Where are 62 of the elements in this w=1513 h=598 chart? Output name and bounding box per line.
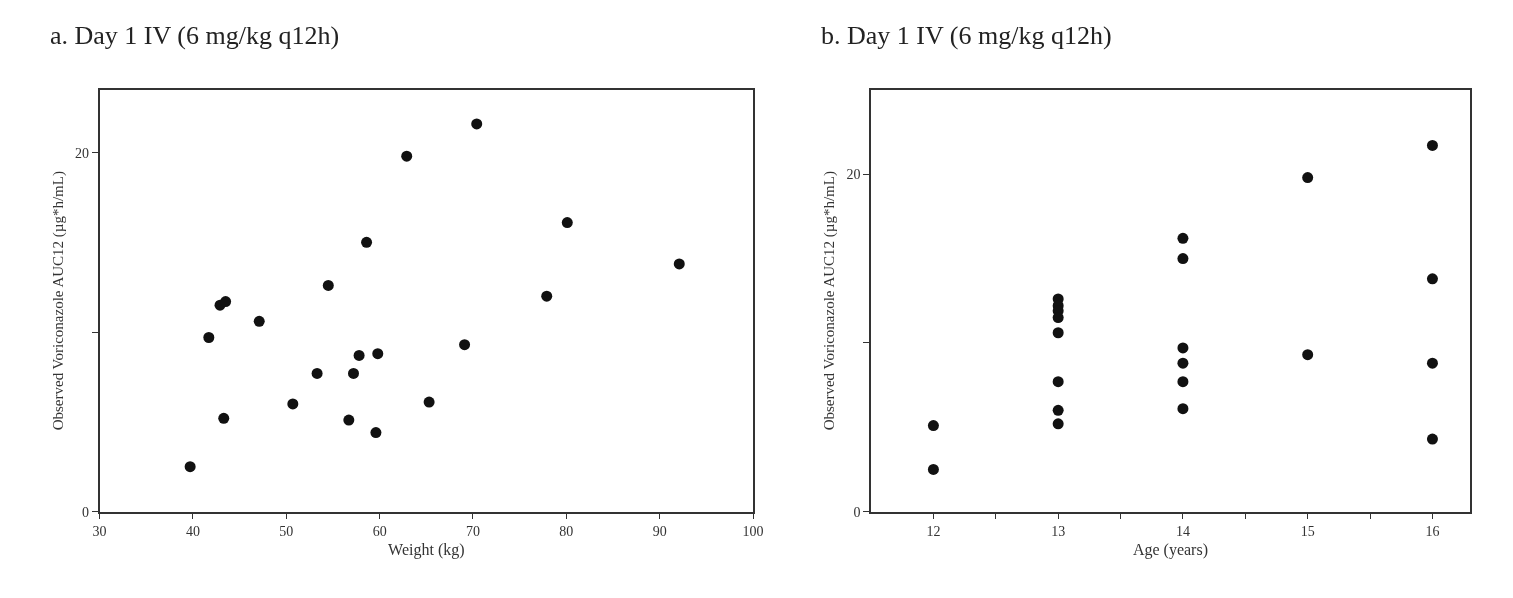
x-tick-label: 100 bbox=[742, 524, 764, 540]
point bbox=[1177, 253, 1189, 265]
point bbox=[1426, 273, 1438, 285]
y-tick-label: 20 bbox=[75, 145, 90, 161]
point bbox=[370, 427, 382, 439]
point bbox=[348, 367, 359, 379]
point bbox=[372, 348, 384, 360]
point bbox=[1426, 139, 1438, 151]
point bbox=[353, 349, 365, 361]
point bbox=[218, 412, 230, 424]
point bbox=[423, 396, 435, 408]
point bbox=[401, 150, 413, 162]
x-tick-label: 90 bbox=[652, 524, 667, 540]
x-tick-label: 40 bbox=[185, 524, 200, 540]
point bbox=[1177, 232, 1189, 244]
point bbox=[1426, 357, 1438, 369]
point bbox=[1177, 403, 1189, 415]
point bbox=[1052, 376, 1064, 388]
point bbox=[1177, 376, 1189, 388]
x-axis-title: Age (years) bbox=[1132, 541, 1208, 560]
point bbox=[343, 414, 355, 426]
point bbox=[471, 118, 483, 130]
y-tick-label: 20 bbox=[846, 167, 861, 183]
point bbox=[184, 461, 196, 473]
x-tick-label: 13 bbox=[1051, 524, 1066, 540]
point bbox=[1177, 357, 1189, 369]
chart-title: a. Day 1 IV (6 mg/kg q12h) bbox=[50, 21, 340, 50]
y-tick-label: 0 bbox=[853, 504, 861, 520]
point bbox=[561, 217, 573, 229]
x-tick-label: 50 bbox=[279, 524, 294, 540]
x-tick-label: 60 bbox=[372, 524, 387, 540]
x-tick-label: 30 bbox=[92, 524, 107, 540]
point bbox=[361, 236, 373, 248]
point bbox=[1052, 418, 1064, 430]
point bbox=[459, 339, 471, 351]
point bbox=[311, 367, 323, 379]
point bbox=[1052, 327, 1064, 339]
chart-title: b. Day 1 IV (6 mg/kg q12h) bbox=[821, 21, 1112, 50]
y-axis-title: Observed Voriconazole AUC12 (µg*h/mL) bbox=[821, 171, 839, 431]
y-axis-title: Observed Voriconazole AUC12 (µg*h/mL) bbox=[49, 171, 67, 431]
point bbox=[927, 420, 939, 432]
point bbox=[322, 279, 334, 291]
point bbox=[673, 258, 685, 270]
x-tick-label: 80 bbox=[559, 524, 574, 540]
point bbox=[220, 296, 232, 308]
point bbox=[1052, 404, 1064, 416]
point bbox=[1177, 342, 1189, 354]
point bbox=[1302, 349, 1314, 361]
point bbox=[203, 332, 215, 343]
x-tick-label: 70 bbox=[465, 524, 480, 540]
point bbox=[253, 315, 265, 327]
x-tick-label: 12 bbox=[926, 524, 941, 540]
point bbox=[927, 463, 939, 475]
point bbox=[541, 290, 553, 302]
x-tick-label: 16 bbox=[1425, 524, 1440, 540]
x-axis-title: Weight (kg) bbox=[388, 541, 465, 560]
x-tick-label: 15 bbox=[1300, 524, 1315, 540]
point bbox=[1426, 433, 1438, 445]
x-tick-label: 14 bbox=[1175, 524, 1190, 540]
point bbox=[1302, 172, 1314, 184]
y-tick-label: 0 bbox=[82, 504, 90, 520]
point bbox=[287, 398, 299, 410]
